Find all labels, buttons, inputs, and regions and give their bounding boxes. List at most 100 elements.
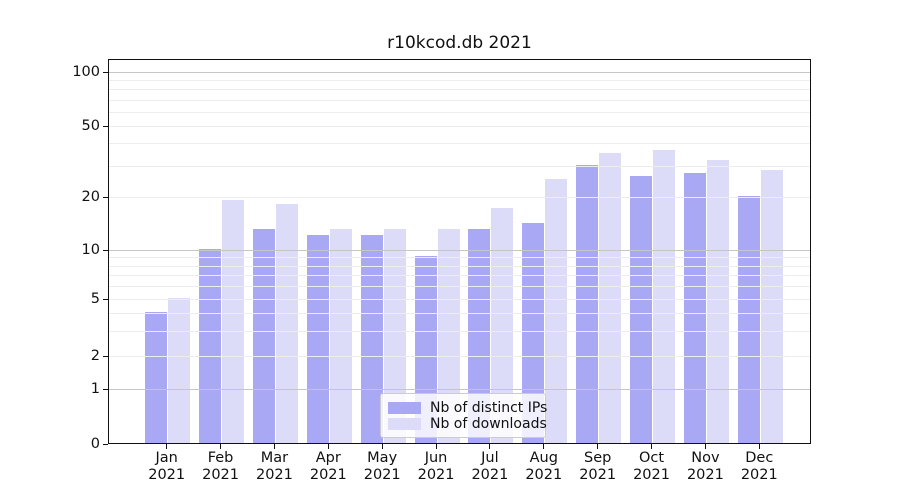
y-tick-mark-2	[103, 355, 108, 357]
bar-downloads-oct	[653, 150, 676, 443]
x-tick-year: 2021	[471, 466, 509, 483]
x-tick-month: Jan	[155, 450, 178, 466]
x-tick-year: 2021	[633, 466, 670, 483]
y-tick-mark-100	[103, 71, 108, 73]
y-tick-label-5: 5	[90, 291, 100, 307]
x-tick-label-may: May 2021	[364, 450, 401, 483]
x-tick-year: 2021	[579, 466, 617, 483]
bar-downloads-dec	[760, 169, 783, 443]
bar-downloads-nov	[706, 159, 729, 443]
x-tick-year: 2021	[686, 466, 724, 483]
x-tick-mark-aug	[543, 444, 545, 449]
x-tick-year: 2021	[309, 466, 347, 483]
x-tick-label-apr: Apr 2021	[310, 450, 347, 483]
y-tick-mark-1	[103, 388, 108, 390]
gridline-major-10	[109, 250, 810, 251]
y-tick-label-100: 100	[72, 64, 100, 80]
y-tick-label-20: 20	[81, 189, 100, 205]
gridline-minor-6	[109, 286, 810, 288]
x-tick-label-feb: Feb 2021	[202, 450, 239, 483]
legend-label-downloads: Nb of downloads	[430, 416, 547, 432]
gridline-minor-5	[109, 299, 810, 300]
bar-ips-aug	[522, 223, 545, 443]
y-tick-mark-50	[103, 125, 108, 127]
bar-downloads-jul	[491, 208, 514, 443]
gridline-minor-3	[109, 330, 810, 332]
x-tick-mark-nov	[704, 444, 706, 449]
bar-downloads-aug	[545, 178, 568, 443]
x-tick-label-aug: Aug 2021	[525, 450, 562, 483]
bar-ips-jan	[145, 311, 168, 443]
x-tick-year: 2021	[525, 466, 563, 483]
x-tick-label-jul: Jul 2021	[471, 450, 508, 483]
gridline-minor-80	[109, 89, 810, 91]
gridline-minor-9	[109, 257, 810, 259]
x-tick-label-jan: Jan 2021	[148, 450, 185, 483]
x-tick-year: 2021	[148, 466, 186, 483]
legend: Nb of distinct IPs Nb of downloads	[380, 393, 547, 438]
gridline-minor-90	[109, 80, 810, 82]
x-tick-year: 2021	[363, 466, 401, 483]
x-tick-mark-jul	[489, 444, 491, 449]
y-tick-mark-20	[103, 196, 108, 198]
y-tick-label-10: 10	[81, 242, 100, 258]
x-tick-mark-feb	[220, 444, 222, 449]
x-tick-month: Nov	[691, 450, 720, 466]
plot-area: Nb of distinct IPs Nb of downloads	[108, 59, 811, 444]
x-tick-month: Jun	[424, 450, 448, 466]
x-tick-month: Mar	[260, 450, 289, 466]
gridline-minor-2	[109, 356, 810, 357]
bar-downloads-feb	[222, 199, 245, 443]
x-tick-month: May	[367, 450, 398, 466]
gridline-minor-50	[109, 126, 810, 127]
x-tick-month: Jul	[481, 450, 499, 466]
gridline-minor-60	[109, 111, 810, 113]
gridline-major-1	[109, 389, 810, 390]
x-tick-mark-mar	[273, 444, 275, 449]
x-tick-label-dec: Dec 2021	[741, 450, 778, 483]
y-tick-mark-10	[103, 249, 108, 251]
x-tick-month: Apr	[315, 450, 341, 466]
x-tick-year: 2021	[255, 466, 293, 483]
x-tick-label-jun: Jun 2021	[418, 450, 455, 483]
x-tick-year: 2021	[202, 466, 240, 483]
bar-ips-nov	[683, 172, 706, 443]
x-tick-label-oct: Oct 2021	[633, 450, 670, 483]
chart-title: r10kcod.db 2021	[387, 33, 532, 53]
gridlines-layer	[109, 60, 810, 443]
gridline-major-100	[109, 72, 810, 73]
x-tick-year: 2021	[740, 466, 778, 483]
bar-downloads-sep	[599, 152, 622, 443]
legend-row-distinct-ips: Nb of distinct IPs	[388, 400, 547, 416]
x-tick-month: Sep	[583, 450, 612, 466]
y-tick-mark-5	[103, 298, 108, 300]
bar-ips-oct	[630, 175, 653, 443]
x-tick-label-sep: Sep 2021	[579, 450, 616, 483]
legend-swatch-distinct-ips	[388, 402, 421, 414]
y-tick-label-0: 0	[90, 436, 100, 452]
x-tick-label-nov: Nov 2021	[687, 450, 724, 483]
x-tick-mark-apr	[327, 444, 329, 449]
y-tick-mark-0	[103, 443, 108, 445]
x-tick-month: Feb	[207, 450, 234, 466]
bar-downloads-mar	[275, 204, 298, 443]
gridline-minor-4	[109, 312, 810, 314]
x-tick-year: 2021	[417, 466, 455, 483]
gridline-minor-70	[109, 99, 810, 101]
x-tick-mark-jun	[435, 444, 437, 449]
legend-swatch-downloads	[388, 418, 421, 430]
bar-ips-feb	[199, 249, 222, 443]
gridline-minor-20	[109, 197, 810, 198]
x-tick-mark-sep	[597, 444, 599, 449]
y-tick-label-50: 50	[81, 118, 100, 134]
legend-row-downloads: Nb of downloads	[388, 416, 547, 432]
gridline-minor-7	[109, 275, 810, 277]
x-tick-label-mar: Mar 2021	[256, 450, 293, 483]
x-tick-mark-oct	[651, 444, 653, 449]
y-tick-label-2: 2	[90, 348, 100, 364]
gridline-minor-40	[109, 143, 810, 145]
x-tick-month: Dec	[745, 450, 774, 466]
bar-downloads-jan	[168, 298, 191, 443]
legend-label-distinct-ips: Nb of distinct IPs	[430, 400, 548, 416]
